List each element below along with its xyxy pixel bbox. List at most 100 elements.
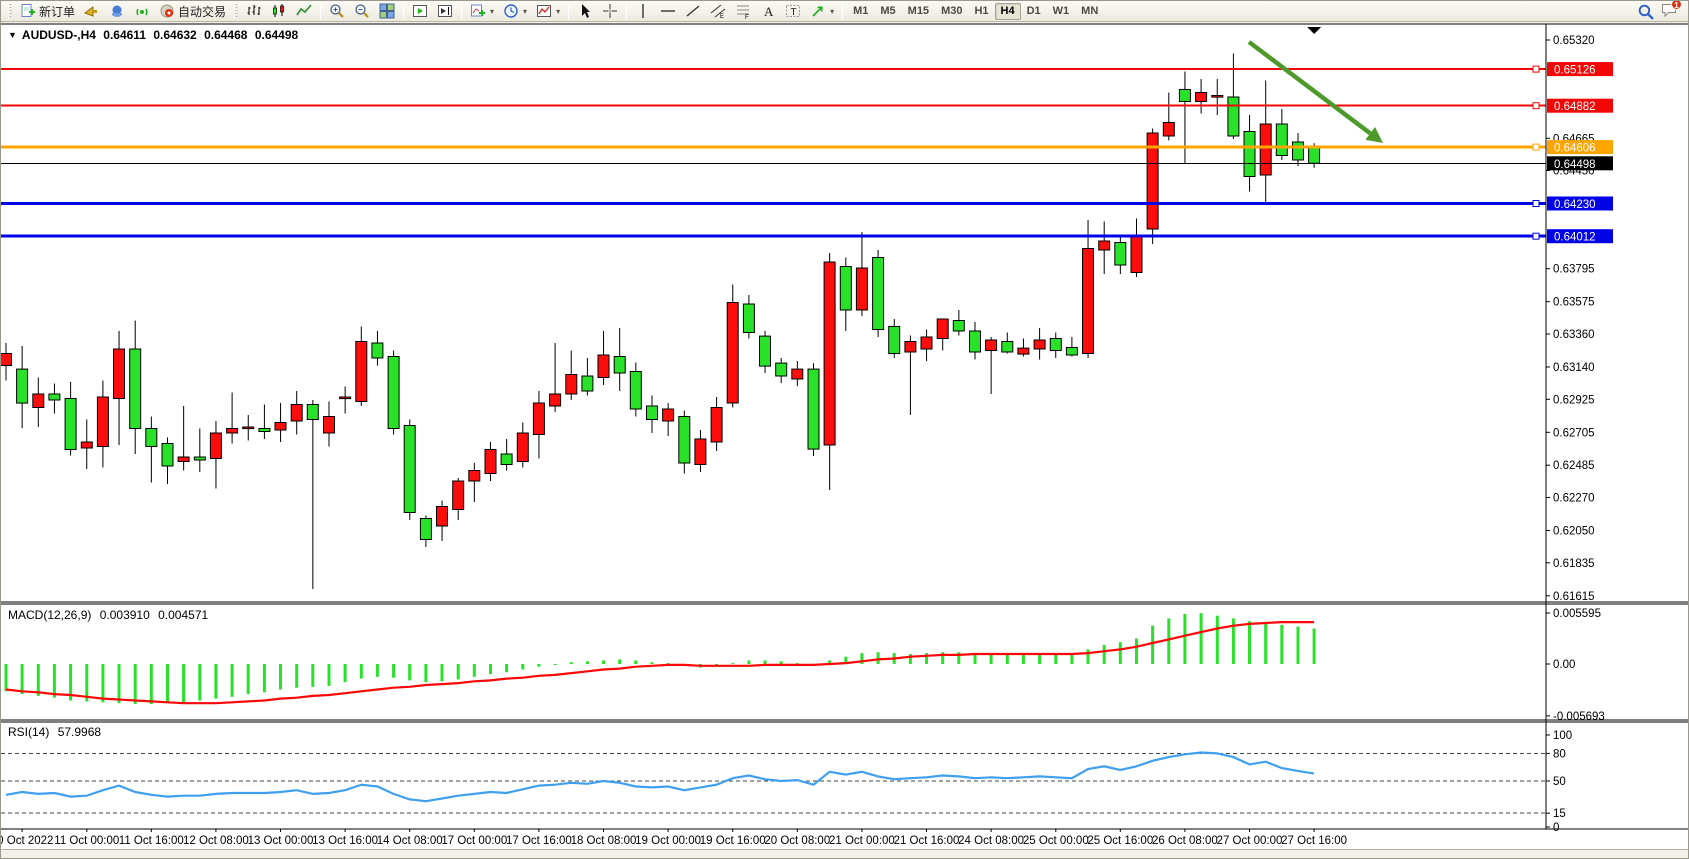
svg-text:0.62270: 0.62270 xyxy=(1553,493,1595,505)
new-order-button[interactable]: 新订单 xyxy=(16,2,79,21)
trendline-tool-button[interactable] xyxy=(681,2,705,21)
svg-text:17 Oct 00:00: 17 Oct 00:00 xyxy=(441,835,507,847)
chart-shift-button[interactable] xyxy=(433,2,457,21)
macd-histogram-bar xyxy=(844,656,848,664)
candle-body-bear xyxy=(742,303,755,333)
candle-body-bull xyxy=(436,506,448,527)
line-chart-mode-button[interactable] xyxy=(292,2,316,21)
new-chart-button[interactable]: ▾ xyxy=(466,2,498,21)
macd-histogram-bar xyxy=(1086,649,1090,664)
candle-chart-mode-button[interactable] xyxy=(267,2,291,21)
chart-window: 0.65320 0.64665 0.64450 0.63795 0.63575 0.633… xyxy=(1,23,1689,851)
candle-body-bear xyxy=(1001,341,1014,353)
timeframe-button-M1[interactable]: M1 xyxy=(847,3,874,20)
candle-body-bull xyxy=(791,368,804,380)
timeframe-button-H4[interactable]: H4 xyxy=(994,2,1021,20)
profiles-button[interactable]: ▾ xyxy=(499,2,531,21)
svg-text:21 Oct 00:00: 21 Oct 00:00 xyxy=(829,835,895,847)
toolbar-separator xyxy=(403,3,405,19)
timeframe-button-M30[interactable]: M30 xyxy=(935,3,968,20)
ohlc-close: 0.64498 xyxy=(254,28,299,42)
svg-text:0.63360: 0.63360 xyxy=(1553,329,1595,341)
timeframe-button-M15[interactable]: M15 xyxy=(902,3,935,20)
macd-histogram-bar xyxy=(941,652,945,664)
svg-text:20 Oct 08:00: 20 Oct 08:00 xyxy=(764,835,830,847)
candle-body-bull xyxy=(468,470,481,482)
crosshair-icon xyxy=(602,3,618,19)
macd-indicator-label: MACD(12,26,9) 0.003910 0.004571 xyxy=(8,608,208,622)
channel-tool-button[interactable]: E xyxy=(706,2,730,21)
candle-body-bear xyxy=(64,398,77,450)
macd-histogram-bar xyxy=(973,653,977,664)
candle-body-bull xyxy=(726,302,739,404)
macd-histogram-bar xyxy=(618,659,622,664)
fibonacci-tool-button[interactable]: F xyxy=(731,2,755,21)
toolbar-separator xyxy=(568,3,570,19)
autotrade-button[interactable]: 自动交易 xyxy=(155,2,230,21)
svg-text:17 Oct 16:00: 17 Oct 16:00 xyxy=(506,835,572,847)
vertical-line-tool-button[interactable] xyxy=(631,2,655,21)
macd-histogram-bar xyxy=(1118,642,1122,664)
candle-body-bull xyxy=(452,480,465,510)
arrows-tool-button[interactable]: ▾ xyxy=(806,2,838,21)
svg-text:13 Oct 16:00: 13 Oct 16:00 xyxy=(312,835,378,847)
horizontal-line-tool-button[interactable] xyxy=(656,2,680,21)
auto-scroll-button[interactable] xyxy=(408,2,432,21)
equidistant-channel-icon: E xyxy=(710,3,726,20)
candle-body-bull xyxy=(710,407,723,443)
macd-histogram-bar xyxy=(747,660,751,664)
candle-body-bear xyxy=(145,428,158,447)
auto-scroll-icon xyxy=(412,3,428,19)
text-label-tool-button[interactable]: T xyxy=(781,2,805,21)
symbol-dropdown-icon[interactable]: ▼ xyxy=(8,30,17,40)
candle-body-bull xyxy=(823,261,836,446)
svg-text:T: T xyxy=(791,7,797,18)
macd-histogram-bar xyxy=(666,663,670,665)
chart-plot-area[interactable]: 0.653200.646650.644500.637950.635750.633… xyxy=(1,23,1689,851)
new-chart-icon xyxy=(470,3,486,19)
crosshair-tool-button[interactable] xyxy=(598,2,622,21)
toolbar-drag-handle[interactable] xyxy=(8,3,12,19)
macd-histogram-bar xyxy=(375,664,379,677)
timeframe-button-H1[interactable]: H1 xyxy=(968,3,994,20)
svg-text:25 Oct 16:00: 25 Oct 16:00 xyxy=(1087,835,1153,847)
svg-text:0.005595: 0.005595 xyxy=(1553,608,1601,620)
clock-icon xyxy=(503,3,519,19)
timeframe-button-W1[interactable]: W1 xyxy=(1047,3,1076,20)
macd-histogram-bar xyxy=(602,660,605,664)
cursor-tool-button[interactable] xyxy=(573,2,597,21)
macd-histogram-bar xyxy=(133,664,137,705)
timeframe-button-M5[interactable]: M5 xyxy=(874,3,901,20)
svg-text:100: 100 xyxy=(1553,730,1572,742)
candle-body-bull xyxy=(904,341,917,353)
candle-body-bear xyxy=(193,456,206,461)
line-anchor xyxy=(1532,102,1540,110)
macd-histogram-bar xyxy=(295,664,299,688)
macd-histogram-bar xyxy=(634,660,638,664)
macd-histogram-bar xyxy=(650,662,654,664)
bar-chart-mode-button[interactable] xyxy=(242,2,266,21)
tile-windows-button[interactable] xyxy=(375,2,399,21)
indicators-button[interactable]: ▾ xyxy=(532,2,564,21)
vertical-line-icon xyxy=(635,3,651,19)
support-button[interactable] xyxy=(105,2,129,21)
zoom-in-button[interactable] xyxy=(325,2,349,21)
zoom-out-button[interactable] xyxy=(350,2,374,21)
timeframe-button-D1[interactable]: D1 xyxy=(1021,3,1047,20)
svg-text:80: 80 xyxy=(1553,748,1566,760)
macd-histogram-bar xyxy=(198,664,202,701)
signals-button[interactable] xyxy=(130,2,154,21)
trend-arrow-annotation[interactable] xyxy=(1247,40,1372,136)
macd-histogram-bar xyxy=(957,652,961,664)
search-icon[interactable] xyxy=(1637,3,1654,20)
candle-body-bear xyxy=(371,342,384,359)
toolbar-drag-handle[interactable] xyxy=(234,3,239,19)
chart-symbol: AUDUSD-,H4 xyxy=(21,28,96,42)
svg-text:24 Oct 08:00: 24 Oct 08:00 xyxy=(958,835,1024,847)
chat-button[interactable]: 1 xyxy=(1660,1,1682,20)
timeframe-button-MN[interactable]: MN xyxy=(1075,3,1104,20)
text-tool-button[interactable]: A xyxy=(756,2,780,21)
price-badge xyxy=(1547,229,1613,244)
market-watch-button[interactable] xyxy=(80,2,104,21)
line-anchor xyxy=(1532,200,1540,207)
